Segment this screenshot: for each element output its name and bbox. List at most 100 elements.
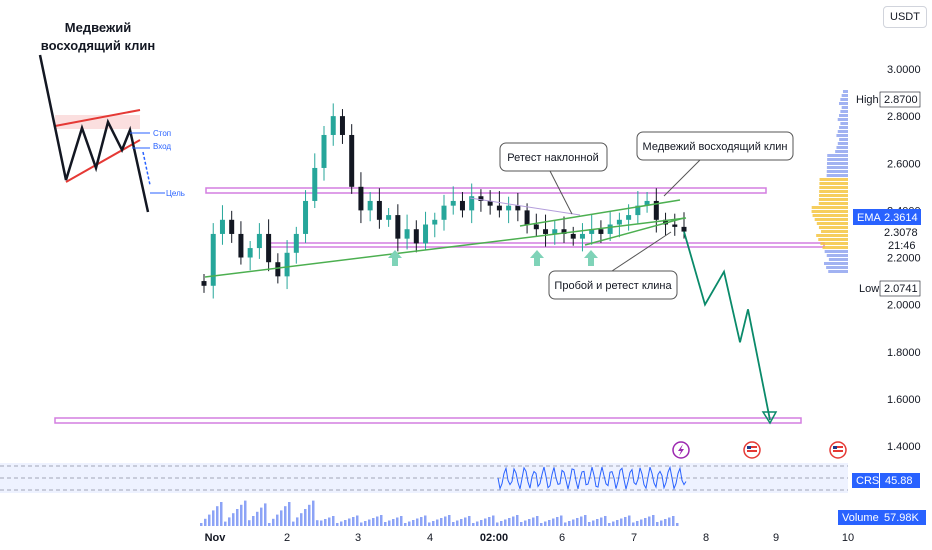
volume-profile-bar [816,222,848,225]
volume-bar [596,519,599,526]
wedge-lower-line[interactable] [584,217,685,246]
candle-body[interactable] [450,200,456,206]
candle-body[interactable] [247,248,253,258]
price-tick: 1.6000 [887,394,921,406]
candle-body[interactable] [432,219,438,225]
candle-body[interactable] [386,215,392,220]
volume-bar [584,515,587,526]
time-tick: 10 [842,532,854,544]
volume-profile-bar [819,194,848,197]
volume-bar [240,504,243,526]
ema-label: EMA [857,212,882,224]
us-flag-icon[interactable] [743,441,761,459]
volume-bar [476,521,479,526]
volume-bar [236,509,239,526]
volume-bar [520,522,523,526]
volume-bar [448,515,451,526]
crsi-tag: CRSI 45.88 [852,473,920,488]
candle-body[interactable] [395,215,401,239]
candle-body[interactable] [469,196,475,211]
candle-body[interactable] [506,205,512,211]
candle-body[interactable] [552,229,558,234]
candle-body[interactable] [238,233,244,258]
target-zone[interactable] [54,417,802,424]
candle-body[interactable] [616,219,622,225]
candle-body[interactable] [330,116,336,135]
candle-body[interactable] [303,200,309,234]
candle-body[interactable] [358,186,364,211]
candle-body[interactable] [312,167,318,201]
price-tick: 2.2000 [887,253,921,265]
volume-bar [664,519,667,526]
candle-body[interactable] [653,200,659,220]
candle-body[interactable] [219,219,225,234]
us-flag-icon-2[interactable] [829,441,847,459]
volume-bar [216,506,219,526]
candle-body[interactable] [229,219,235,234]
volume-bar [564,522,567,526]
candle-body[interactable] [321,134,327,168]
candle-body[interactable] [644,200,650,206]
candle-body[interactable] [284,252,290,277]
candle-body[interactable] [672,224,678,227]
candle-body[interactable] [533,224,539,230]
price-tick: 1.4000 [887,441,921,453]
candle-body[interactable] [681,226,687,232]
annotation-bear-wedge[interactable]: Медвежий восходящий клин [636,131,794,197]
candle-body[interactable] [579,233,585,239]
volume-bar [212,510,215,526]
candle-body[interactable] [524,210,530,225]
volume-bar [504,519,507,526]
resistance-zone[interactable] [205,187,767,194]
volume-bar [588,522,591,526]
candle-body[interactable] [367,200,373,211]
candle-body[interactable] [210,233,216,286]
projection-path[interactable] [683,231,771,421]
candle-body[interactable] [663,219,669,225]
candle-body[interactable] [496,205,502,211]
candle-body[interactable] [293,233,299,253]
volume-bar [272,518,275,526]
inset-entry-label: Вход [153,142,171,151]
candle-body[interactable] [266,233,272,263]
candle-body[interactable] [256,233,262,249]
candle-body[interactable] [635,205,641,216]
currency-button[interactable]: USDT [883,6,927,28]
candle-body[interactable] [570,233,576,239]
candle-body[interactable] [607,224,613,234]
long-trend-line[interactable] [204,217,687,278]
candle-body[interactable] [413,229,419,244]
low-value: 2.0741 [884,283,918,295]
candle-body[interactable] [349,134,355,187]
candle-body[interactable] [404,229,410,239]
volume-bar [496,522,499,526]
volume-profile-bar [814,218,848,221]
candle-body[interactable] [561,229,567,234]
candle-body[interactable] [339,116,345,135]
annotation-breakout[interactable]: Пробой и ретест клина [548,231,678,300]
volume-bar [656,522,659,526]
volume-profile-bar [837,118,848,121]
candle-body[interactable] [515,205,521,211]
candle-body[interactable] [275,262,281,277]
candle-body[interactable] [598,229,604,234]
low-label: Low [859,283,879,295]
volume-bar [324,519,327,526]
candle-body[interactable] [543,229,549,234]
volume-bars [200,500,679,526]
lightning-icon[interactable] [672,441,690,459]
volume-bar [644,518,647,526]
candle-body[interactable] [487,200,493,206]
candle-body[interactable] [441,205,447,220]
volume-bar [672,516,675,526]
wedge-upper-line[interactable] [519,199,681,227]
volume-bar [288,502,291,526]
candle-body[interactable] [459,200,465,211]
annotation-retest[interactable]: Ретест наклонной [499,142,608,215]
candle-body[interactable] [201,281,207,286]
candle-body[interactable] [626,215,632,220]
candle-body[interactable] [478,196,484,201]
candle-body[interactable] [423,224,429,244]
candle-body[interactable] [589,229,595,234]
candle-body[interactable] [376,200,382,220]
